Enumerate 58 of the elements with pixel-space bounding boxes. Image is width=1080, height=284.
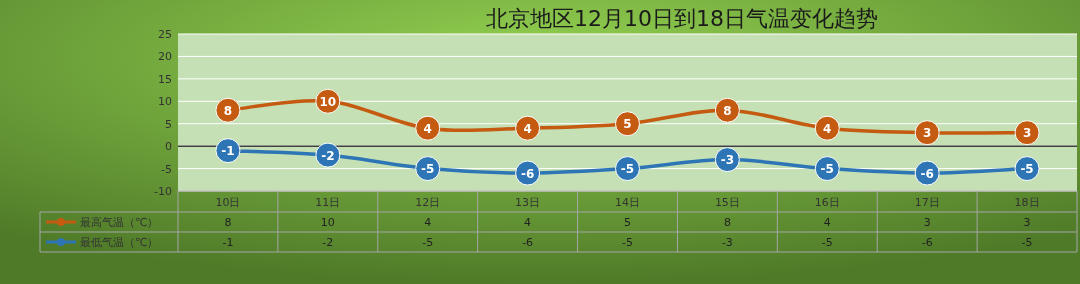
data-label: 3 bbox=[1023, 216, 1031, 229]
x-tick-label: 13日 bbox=[515, 196, 541, 209]
data-label: -6 bbox=[921, 236, 933, 249]
annotation: -1 bbox=[221, 144, 235, 159]
data-label: 3 bbox=[923, 216, 931, 229]
annotation: 10 bbox=[319, 94, 337, 109]
annotation: 5 bbox=[623, 117, 632, 132]
data-label: 8 bbox=[723, 216, 731, 229]
y-tick-label: 0 bbox=[165, 140, 172, 154]
annotation: -2 bbox=[321, 148, 335, 163]
y-tick-label: 20 bbox=[158, 50, 172, 64]
data-label: 5 bbox=[624, 216, 631, 229]
y-tick-label: -5 bbox=[161, 162, 172, 176]
annotation: -3 bbox=[720, 153, 735, 168]
y-tick-label: 10 bbox=[158, 95, 172, 109]
annotation: 4 bbox=[423, 121, 432, 136]
legend-label: 最高气温（℃） bbox=[80, 216, 159, 229]
point bbox=[714, 97, 740, 123]
y-tick-label: 25 bbox=[158, 28, 172, 41]
y-tick-label: 5 bbox=[165, 117, 172, 131]
data-label: -5 bbox=[422, 236, 434, 249]
x-tick-label: 12日 bbox=[415, 196, 441, 209]
data-label: -2 bbox=[322, 236, 334, 249]
data-label: 4 bbox=[524, 216, 532, 229]
annotation: 8 bbox=[223, 103, 233, 118]
x-tick-label: 18日 bbox=[1014, 196, 1040, 209]
annotation: 3 bbox=[922, 126, 932, 141]
point bbox=[615, 111, 640, 137]
chart-title: 北京地区12月10日到18日气温变化趋势 bbox=[486, 6, 878, 31]
annotation: -6 bbox=[920, 166, 934, 181]
data-label: -5 bbox=[821, 236, 833, 249]
data-label: -3 bbox=[721, 236, 733, 249]
x-tick-label: 11日 bbox=[315, 196, 341, 209]
data-label: -5 bbox=[1021, 236, 1033, 249]
x-tick-label: 14日 bbox=[615, 196, 640, 209]
x-tick-label: 15日 bbox=[714, 196, 740, 209]
data-label: 4 bbox=[424, 216, 432, 229]
data-label: 10 bbox=[320, 216, 335, 229]
annotation: -5 bbox=[820, 162, 834, 177]
legend-label: 最低气温（℃） bbox=[80, 236, 159, 249]
annotation: -5 bbox=[421, 162, 435, 177]
annotation: 4 bbox=[523, 121, 532, 136]
annotation: 8 bbox=[723, 103, 732, 118]
annotation: -5 bbox=[620, 162, 635, 177]
annotation: -6 bbox=[520, 166, 535, 181]
x-tick-label: 16日 bbox=[814, 196, 840, 209]
annotation: -5 bbox=[1020, 162, 1034, 177]
data-label: -6 bbox=[522, 236, 534, 249]
annotation: 4 bbox=[823, 121, 832, 136]
annotation: 3 bbox=[1022, 126, 1032, 141]
data-label: -5 bbox=[622, 236, 633, 249]
y-tick-label: 15 bbox=[158, 72, 172, 86]
data-label: 8 bbox=[224, 216, 232, 229]
x-tick-label: 17日 bbox=[914, 196, 940, 209]
data-label: 4 bbox=[823, 216, 831, 229]
x-tick-label: 10日 bbox=[215, 196, 241, 209]
y-tick-label: -10 bbox=[154, 185, 172, 198]
data-label: -1 bbox=[222, 236, 234, 249]
